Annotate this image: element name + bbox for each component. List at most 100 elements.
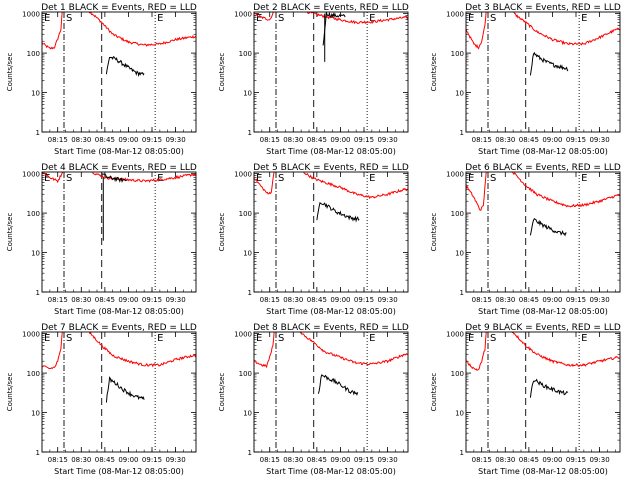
y-tick-label: 1 xyxy=(36,289,40,297)
time-marker-label: E xyxy=(581,13,587,24)
x-tick-label: 09:00 xyxy=(118,456,138,464)
y-tick-label: 1000 xyxy=(22,331,40,339)
x-tick-label: 09:15 xyxy=(142,456,162,464)
y-tick-label: 1000 xyxy=(446,331,464,339)
x-tick-label: 08:30 xyxy=(283,136,303,144)
x-tick-label: 08:30 xyxy=(71,456,91,464)
x-tick-label: 09:00 xyxy=(542,456,562,464)
events-series-line xyxy=(529,378,569,398)
time-marker-label: E xyxy=(157,333,163,344)
panel-title: Det 6 BLACK = Events, RED = LLD xyxy=(465,163,621,173)
y-axis-label: Counts/sec xyxy=(218,213,226,252)
panel-title: Det 5 BLACK = Events, RED = LLD xyxy=(253,163,409,173)
events-series-line xyxy=(105,376,145,403)
y-axis-label: Counts/sec xyxy=(6,373,14,412)
panel-frame xyxy=(253,171,409,293)
x-tick-label: 08:15 xyxy=(472,296,492,304)
detector-panel-1: Det 1 BLACK = Events, RED = LLD Counts/se… xyxy=(6,3,197,156)
y-tick-label: 100 xyxy=(239,370,252,378)
panel-frame xyxy=(253,331,409,453)
y-axis-label: Counts/sec xyxy=(6,53,14,92)
y-axis-label: Counts/sec xyxy=(218,373,226,412)
time-marker-label: E xyxy=(369,333,375,344)
y-tick-label: 1000 xyxy=(22,171,40,179)
time-marker-label: S xyxy=(278,333,284,344)
panel-frame xyxy=(41,171,197,293)
y-tick-label: 1000 xyxy=(446,11,464,19)
x-tick-label: 08:45 xyxy=(95,136,115,144)
time-marker-label: S xyxy=(278,13,284,24)
y-tick-label: 1000 xyxy=(234,331,252,339)
y-tick-label: 100 xyxy=(451,50,464,58)
panel-frame xyxy=(465,171,621,293)
x-tick-label: 09:30 xyxy=(165,296,185,304)
time-marker-label: E xyxy=(44,333,50,344)
time-marker-label: S xyxy=(490,333,496,344)
events-series-line xyxy=(317,374,359,396)
y-tick-label: 1000 xyxy=(446,171,464,179)
lld-series-line xyxy=(466,172,620,211)
detector-panel-9: Det 9 BLACK = Events, RED = LLD Counts/se… xyxy=(430,323,621,476)
panel-title: Det 4 BLACK = Events, RED = LLD xyxy=(41,163,197,173)
x-tick-label: 08:30 xyxy=(283,296,303,304)
time-marker-label: E xyxy=(256,173,262,184)
x-tick-label: 09:15 xyxy=(566,296,586,304)
x-tick-label: 09:30 xyxy=(165,456,185,464)
x-tick-label: 08:45 xyxy=(307,296,327,304)
x-tick-label: 08:45 xyxy=(95,296,115,304)
x-tick-label: 08:15 xyxy=(48,296,68,304)
x-tick-label: 09:15 xyxy=(566,456,586,464)
y-tick-label: 10 xyxy=(243,250,252,258)
x-tick-label: 08:45 xyxy=(519,296,539,304)
time-marker-label: E xyxy=(256,333,262,344)
x-tick-label: 08:15 xyxy=(472,456,492,464)
time-marker-label: E xyxy=(256,13,262,24)
y-tick-label: 10 xyxy=(455,90,464,98)
time-marker-label: S xyxy=(66,173,72,184)
x-tick-label: 08:45 xyxy=(95,456,115,464)
events-series-line xyxy=(529,217,567,237)
panel-title: Det 3 BLACK = Events, RED = LLD xyxy=(465,3,621,13)
detector-panel-4: Det 4 BLACK = Events, RED = LLD Counts/se… xyxy=(6,163,197,316)
x-tick-label: 08:30 xyxy=(71,136,91,144)
x-tick-label: 09:15 xyxy=(142,296,162,304)
panel-frame xyxy=(41,331,197,453)
detector-panel-7: Det 7 BLACK = Events, RED = LLD Counts/se… xyxy=(6,323,197,476)
time-marker-label: S xyxy=(490,173,496,184)
y-tick-label: 1000 xyxy=(234,171,252,179)
y-axis-label: Counts/sec xyxy=(430,373,438,412)
x-tick-label: 09:30 xyxy=(377,136,397,144)
x-tick-label: 08:30 xyxy=(495,136,515,144)
x-tick-label: 08:15 xyxy=(472,136,492,144)
x-tick-label: 09:15 xyxy=(354,296,374,304)
y-tick-label: 1 xyxy=(248,449,252,457)
y-tick-label: 100 xyxy=(451,210,464,218)
panel-frame xyxy=(465,11,621,133)
y-tick-label: 100 xyxy=(27,370,40,378)
y-tick-label: 1 xyxy=(248,289,252,297)
x-tick-label: 09:30 xyxy=(589,296,609,304)
y-tick-label: 1000 xyxy=(234,11,252,19)
x-tick-label: 09:15 xyxy=(142,136,162,144)
x-tick-label: 08:45 xyxy=(307,456,327,464)
time-marker-label: E xyxy=(44,173,50,184)
x-tick-label: 09:00 xyxy=(118,136,138,144)
lld-series-line xyxy=(466,12,620,50)
time-marker-label: E xyxy=(44,13,50,24)
y-tick-label: 1 xyxy=(460,289,464,297)
x-axis-label: Start Time (08-Mar-12 08:05:00) xyxy=(54,467,184,476)
events-series-line xyxy=(105,56,145,77)
x-tick-label: 09:15 xyxy=(354,136,374,144)
panel-title: Det 9 BLACK = Events, RED = LLD xyxy=(465,323,621,333)
x-tick-label: 09:00 xyxy=(542,296,562,304)
time-marker-label: S xyxy=(66,13,72,24)
x-tick-label: 08:15 xyxy=(260,136,280,144)
x-tick-label: 08:15 xyxy=(48,136,68,144)
y-tick-label: 10 xyxy=(31,250,40,258)
y-axis-label: Counts/sec xyxy=(430,213,438,252)
time-marker-label: E xyxy=(468,13,474,24)
x-axis-label: Start Time (08-Mar-12 08:05:00) xyxy=(266,307,396,316)
y-tick-label: 1 xyxy=(460,449,464,457)
x-tick-label: 09:15 xyxy=(566,136,586,144)
x-tick-label: 09:00 xyxy=(330,296,350,304)
